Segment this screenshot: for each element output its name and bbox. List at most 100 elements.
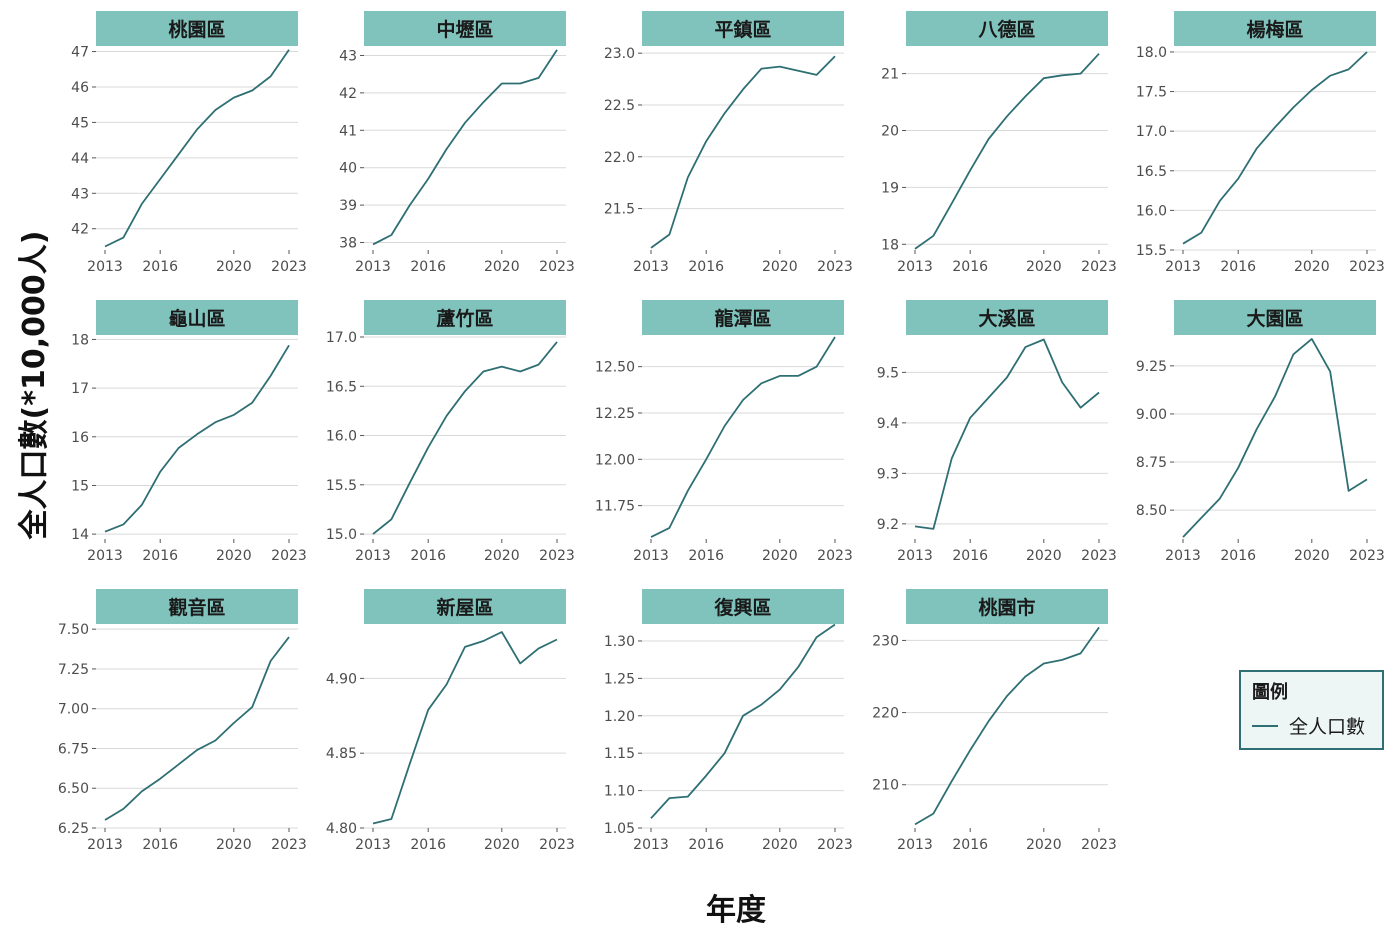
- y-tick-label: 15.5: [326, 478, 357, 494]
- x-tick-label: 2016: [688, 548, 724, 564]
- y-tick-label: 15.0: [326, 527, 357, 543]
- y-tick-label: 43: [339, 48, 357, 64]
- y-tick-label: 210: [872, 778, 899, 794]
- y-tick-label: 1.30: [604, 634, 635, 650]
- x-tick-label: 2023: [1081, 548, 1117, 564]
- x-tick-label: 2023: [1081, 837, 1117, 853]
- y-tick-label: 9.2: [877, 517, 899, 533]
- series-line-全人口數: [104, 344, 290, 533]
- panel-strip: [642, 300, 844, 335]
- y-tick-label: 22.0: [604, 150, 635, 166]
- y-tick-label: 15: [71, 478, 89, 494]
- y-tick-label: 1.05: [604, 821, 635, 837]
- y-tick-label: 16.5: [1136, 164, 1167, 180]
- panel-6: 龜山區 14 15 16 17 18 2013 2016 2020 2023: [71, 300, 307, 564]
- x-tick-label: 2013: [633, 259, 669, 275]
- x-tick-label: 2020: [1026, 837, 1062, 853]
- panel-strip: [96, 300, 298, 335]
- y-tick-label: 4.85: [326, 746, 357, 762]
- series-line-全人口數: [104, 636, 290, 821]
- x-tick-label: 2020: [216, 837, 252, 853]
- y-tick-label: 45: [71, 115, 89, 131]
- x-tick-label: 2013: [87, 837, 123, 853]
- x-tick-label: 2020: [1026, 259, 1062, 275]
- y-tick-label: 7.00: [58, 702, 89, 718]
- panel-7: 蘆竹區 15.0 15.5 16.0 16.5 17.0 2013 2016 2020 2023: [326, 300, 575, 564]
- y-axis-title: 全人口數(*10,000人): [17, 231, 52, 541]
- y-tick-label: 42: [339, 86, 357, 102]
- x-tick-label: 2016: [688, 837, 724, 853]
- series-line-全人口數: [650, 336, 836, 538]
- legend-title: 圖例: [1252, 681, 1288, 703]
- x-tick-label: 2016: [1220, 548, 1256, 564]
- y-tick-label: 14: [71, 527, 89, 543]
- x-tick-label: 2016: [410, 259, 446, 275]
- y-tick-label: 23.0: [604, 46, 635, 62]
- y-tick-label: 16: [71, 430, 89, 446]
- panel-12: 新屋區 4.80 4.85 4.90 2013 2016 2020 2023: [326, 589, 575, 853]
- x-tick-label: 2016: [410, 837, 446, 853]
- y-tick-label: 9.4: [877, 416, 899, 432]
- y-tick-label: 12.00: [595, 452, 635, 468]
- panel-title: 新屋區: [436, 596, 493, 619]
- series-line-全人口數: [650, 55, 836, 249]
- panel-strip: [96, 11, 298, 46]
- panel-title: 蘆竹區: [436, 307, 493, 330]
- y-tick-label: 7.25: [58, 662, 89, 678]
- x-tick-label: 2023: [271, 259, 307, 275]
- panel-title: 龍潭區: [714, 307, 771, 330]
- y-tick-label: 4.90: [326, 671, 357, 687]
- x-tick-label: 2023: [539, 548, 575, 564]
- y-tick-label: 1.20: [604, 709, 635, 725]
- y-tick-label: 8.50: [1136, 503, 1167, 519]
- y-tick-label: 40: [339, 161, 357, 177]
- x-tick-label: 2023: [1349, 259, 1385, 275]
- series-line-全人口數: [914, 338, 1100, 530]
- y-tick-label: 1.25: [604, 671, 635, 687]
- panel-13: 復興區 1.05 1.10 1.15 1.20 1.25 1.30 2013 2016 2020 2…: [604, 589, 853, 853]
- x-tick-label: 2013: [1165, 259, 1201, 275]
- y-tick-label: 41: [339, 123, 357, 139]
- y-tick-label: 19: [881, 180, 899, 196]
- y-tick-label: 7.50: [58, 622, 89, 638]
- x-tick-label: 2020: [762, 259, 798, 275]
- x-tick-label: 2013: [897, 259, 933, 275]
- x-tick-label: 2020: [216, 259, 252, 275]
- y-tick-label: 12.50: [595, 360, 635, 376]
- y-tick-label: 18.0: [1136, 45, 1167, 61]
- panel-3: 平鎮區 21.5 22.0 22.5 23.0 2013 2016 2020 2023: [604, 11, 853, 275]
- y-tick-label: 9.5: [877, 365, 899, 381]
- panel-1: 桃園區 42 43 44 45 46 47 2013 2016 2020 2023: [71, 11, 307, 275]
- panel-4: 八德區 18 19 20 21 2013 2016 2020 2023: [881, 11, 1117, 275]
- panel-title: 平鎮區: [714, 18, 771, 41]
- y-tick-label: 16.5: [326, 379, 357, 395]
- x-tick-label: 2023: [817, 548, 853, 564]
- y-tick-label: 1.15: [604, 746, 635, 762]
- y-tick-label: 17.0: [326, 330, 357, 346]
- y-tick-label: 21.5: [604, 202, 635, 218]
- y-tick-label: 17.0: [1136, 124, 1167, 140]
- y-tick-label: 22.5: [604, 98, 635, 114]
- x-tick-label: 2016: [952, 259, 988, 275]
- y-tick-label: 9.3: [877, 466, 899, 482]
- panel-strip: [1174, 300, 1376, 335]
- y-tick-label: 39: [339, 198, 357, 214]
- x-tick-label: 2016: [142, 548, 178, 564]
- y-tick-label: 16.0: [1136, 203, 1167, 219]
- panel-strip: [364, 11, 566, 46]
- x-tick-label: 2020: [484, 259, 520, 275]
- x-tick-label: 2013: [355, 259, 391, 275]
- series-line-全人口數: [372, 341, 558, 535]
- panel-strip: [364, 589, 566, 624]
- panel-14: 桃園市 210 220 230 2013 2016 2020 2023: [872, 589, 1117, 853]
- y-tick-label: 1.10: [604, 784, 635, 800]
- panel-9: 大溪區 9.2 9.3 9.4 9.5 2013 2016 2020 2023: [877, 300, 1117, 564]
- panel-title: 桃園區: [168, 18, 225, 41]
- panel-strip: [364, 300, 566, 335]
- series-line-全人口數: [650, 623, 836, 819]
- y-tick-label: 21: [881, 67, 899, 83]
- y-tick-label: 8.75: [1136, 455, 1167, 471]
- y-tick-label: 9.00: [1136, 407, 1167, 423]
- legend-entry: 全人口數: [1289, 716, 1365, 738]
- panel-title: 觀音區: [168, 596, 225, 619]
